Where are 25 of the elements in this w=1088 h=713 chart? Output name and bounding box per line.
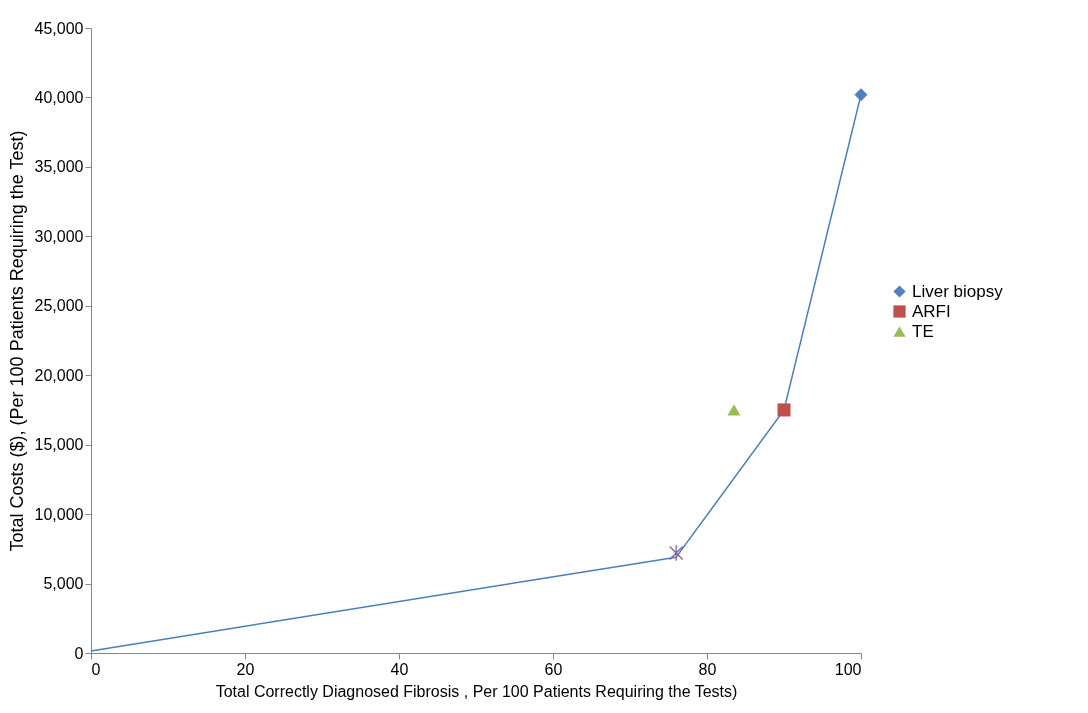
y-tick-label: 5,000 (43, 575, 84, 593)
x-tick-label: 60 (544, 660, 563, 678)
point (727, 404, 741, 416)
y-tick-label: 0 (74, 644, 84, 662)
legend-label: ARFI (912, 301, 951, 321)
y-tick-label: 20,000 (34, 366, 84, 384)
point (854, 88, 868, 102)
y-tick-label: 45,000 (34, 19, 84, 37)
y-tick-label: 35,000 (34, 158, 84, 176)
y-axis-title: Total Costs ($), (Per 100 Patients Requiring the Test) (6, 130, 27, 552)
y-tick-label: 40,000 (34, 88, 84, 106)
x-tick-label: 100 (834, 660, 862, 678)
y-tick-label: 10,000 (34, 505, 84, 523)
point (669, 544, 684, 562)
x-tick-label: 40 (390, 660, 409, 678)
y-tick-label: 15,000 (34, 436, 84, 454)
x-tick-label: 80 (698, 660, 717, 678)
x-axis-title: Total Correctly Diagnosed Fibrosis , Per 100 Patients Requiring the Tests) (215, 682, 738, 700)
legend-label: Liver biopsy (912, 281, 1004, 301)
y-tick-label: 25,000 (34, 297, 84, 315)
x-tick-label: 0 (91, 660, 101, 678)
y-tick-label: 30,000 (34, 227, 84, 245)
x-tick-label: 20 (236, 660, 255, 678)
point (777, 403, 791, 417)
legend-label: TE (912, 321, 934, 341)
